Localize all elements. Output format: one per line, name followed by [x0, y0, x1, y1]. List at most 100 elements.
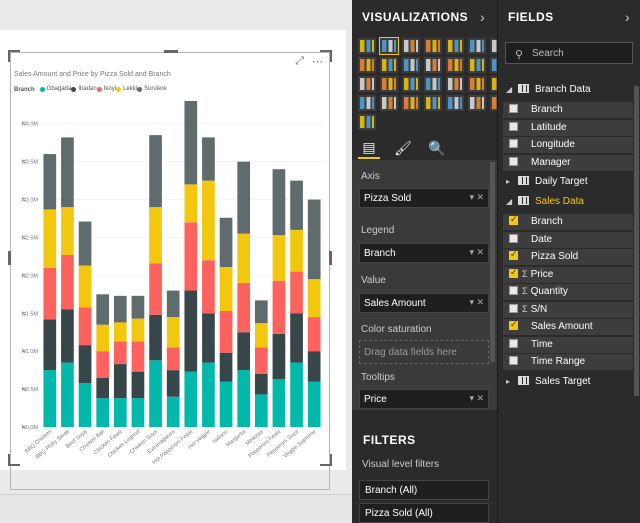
bar-segment-ibadan[interactable]: [290, 313, 303, 363]
bar-segment-ibadan[interactable]: [61, 309, 74, 363]
fields-tab-icon[interactable]: ▤: [358, 137, 380, 159]
bar-segment-gbagada[interactable]: [290, 362, 303, 427]
bar-segment-lekki[interactable]: [131, 318, 145, 342]
axis-well[interactable]: Pizza Sold ▾ ✕: [359, 188, 489, 208]
field-item[interactable]: Σ Quantity: [503, 284, 633, 300]
stacked-area-icon[interactable]: [380, 57, 398, 73]
field-item[interactable]: Sales Amount: [503, 319, 633, 335]
map-icon[interactable]: [424, 76, 442, 92]
area-chart-icon[interactable]: [358, 57, 376, 73]
bar-segment-surulere[interactable]: [307, 199, 321, 280]
bar-segment-ikoyi[interactable]: [131, 341, 145, 372]
bar-segment-ibadan[interactable]: [78, 345, 92, 384]
expanded-arrow-icon[interactable]: ◢: [506, 197, 513, 206]
bar-segment-gbagada[interactable]: [166, 396, 180, 427]
resize-handle-top[interactable]: [164, 50, 178, 53]
bar-segment-lekki[interactable]: [307, 279, 321, 318]
bar-segment-surulere[interactable]: [113, 295, 127, 323]
bar-segment-lekki[interactable]: [219, 267, 233, 312]
card-icon[interactable]: [358, 95, 376, 111]
bar-segment-surulere[interactable]: [61, 137, 74, 208]
format-paint-icon[interactable]: 🖌: [394, 139, 412, 156]
collapsed-arrow-icon[interactable]: ▸: [506, 376, 511, 386]
bar-segment-surulere[interactable]: [219, 217, 233, 268]
tooltips-well[interactable]: Price ▾ ✕: [359, 389, 489, 409]
wells-scrollbar[interactable]: [490, 162, 495, 362]
field-checkbox[interactable]: [509, 104, 518, 113]
field-checkbox[interactable]: [509, 214, 518, 225]
well-controls-icon[interactable]: ▾ ✕: [469, 297, 484, 307]
bar-segment-surulere[interactable]: [184, 101, 198, 185]
donut-icon[interactable]: [380, 76, 398, 92]
table-sales-target[interactable]: ▸ Sales Target: [506, 375, 590, 392]
focus-mode-icon[interactable]: ⤢: [295, 55, 304, 67]
table-daily-target[interactable]: ▸ Daily Target: [506, 176, 588, 192]
bar-segment-surulere[interactable]: [166, 290, 180, 318]
bar-segment-lekki[interactable]: [96, 324, 110, 352]
bar-segment-ikoyi[interactable]: [113, 341, 127, 365]
fields-search-input[interactable]: ⚲ Search: [505, 42, 633, 64]
bar-segment-ikoyi[interactable]: [78, 307, 92, 346]
bar-segment-ikoyi[interactable]: [61, 254, 74, 310]
bar-segment-surulere[interactable]: [43, 154, 57, 210]
clustered-bar-icon[interactable]: [402, 38, 420, 54]
bar-segment-gbagada[interactable]: [96, 398, 110, 427]
bar-segment-ikoyi[interactable]: [184, 222, 198, 291]
field-item[interactable]: Manager: [503, 154, 633, 171]
bar-segment-lekki[interactable]: [61, 207, 74, 255]
well-controls-icon[interactable]: ▾ ✕: [469, 247, 484, 257]
report-page[interactable]: ⤢ ⋯ Sales Amount and Price by Pizza Sold…: [0, 30, 346, 490]
bar-segment-surulere[interactable]: [131, 295, 145, 319]
field-checkbox[interactable]: [509, 233, 518, 243]
bar-segment-gbagada[interactable]: [131, 398, 145, 427]
field-checkbox[interactable]: [509, 338, 518, 348]
expanded-arrow-icon[interactable]: ◢: [506, 85, 513, 94]
treemap-icon[interactable]: [402, 76, 420, 92]
bar-segment-surulere[interactable]: [96, 294, 110, 325]
resize-handle-right[interactable]: [329, 251, 332, 265]
bar-segment-ikoyi[interactable]: [272, 280, 286, 334]
bar-segment-ibadan[interactable]: [113, 364, 127, 399]
table-sales-data[interactable]: ◢ Sales Data: [506, 196, 584, 212]
field-item[interactable]: Time Range: [503, 354, 633, 370]
field-item[interactable]: Longitude: [503, 137, 633, 153]
clustered-column-icon[interactable]: [424, 38, 442, 54]
bar-segment-surulere[interactable]: [237, 161, 251, 234]
bar-segment-lekki[interactable]: [43, 209, 57, 268]
value-well[interactable]: Sales Amount ▾ ✕: [359, 293, 489, 313]
bar-segment-ibadan[interactable]: [272, 333, 286, 380]
bar-segment-lekki[interactable]: [78, 265, 92, 308]
field-item[interactable]: Latitude: [503, 119, 633, 136]
bar-segment-lekki[interactable]: [202, 180, 215, 261]
chevron-right-icon[interactable]: ›: [480, 9, 485, 25]
bar-segment-ikoyi[interactable]: [290, 271, 303, 314]
bar-segment-gbagada[interactable]: [43, 370, 57, 427]
stacked-column-icon[interactable]: [379, 37, 399, 55]
field-checkbox[interactable]: [509, 249, 518, 260]
bar-segment-gbagada[interactable]: [237, 370, 251, 427]
legend-well[interactable]: Branch ▾ ✕: [359, 243, 489, 263]
legend-item[interactable]: Gbagada: [39, 86, 71, 92]
legend-item[interactable]: Ikoyi: [96, 86, 116, 92]
bar-segment-ibadan[interactable]: [219, 352, 233, 382]
bar-segment-ikoyi[interactable]: [202, 260, 215, 314]
field-item[interactable]: Date: [503, 231, 633, 248]
bar-segment-lekki[interactable]: [237, 233, 251, 283]
bar-segment-lekki[interactable]: [166, 317, 180, 348]
bar-segment-lekki[interactable]: [254, 323, 268, 348]
filter-branch[interactable]: Branch (All): [359, 480, 489, 500]
bar-segment-ibadan[interactable]: [149, 314, 162, 361]
line-clustered-icon[interactable]: [424, 57, 442, 73]
bar-segment-ibadan[interactable]: [237, 332, 251, 371]
bar-segment-gbagada[interactable]: [61, 362, 74, 427]
bar-segment-ikoyi[interactable]: [219, 311, 233, 353]
field-item[interactable]: Pizza Sold: [503, 249, 633, 265]
well-controls-icon[interactable]: ▾ ✕: [469, 192, 484, 202]
resize-handle-left[interactable]: [8, 251, 11, 265]
stacked-column-visual[interactable]: ⤢ ⋯ Sales Amount and Price by Pizza Sold…: [10, 52, 330, 490]
field-checkbox[interactable]: [509, 286, 518, 295]
line-column-icon[interactable]: [402, 57, 420, 73]
legend-item[interactable]: Ibadan: [71, 86, 97, 92]
globe-icon[interactable]: [358, 114, 376, 130]
